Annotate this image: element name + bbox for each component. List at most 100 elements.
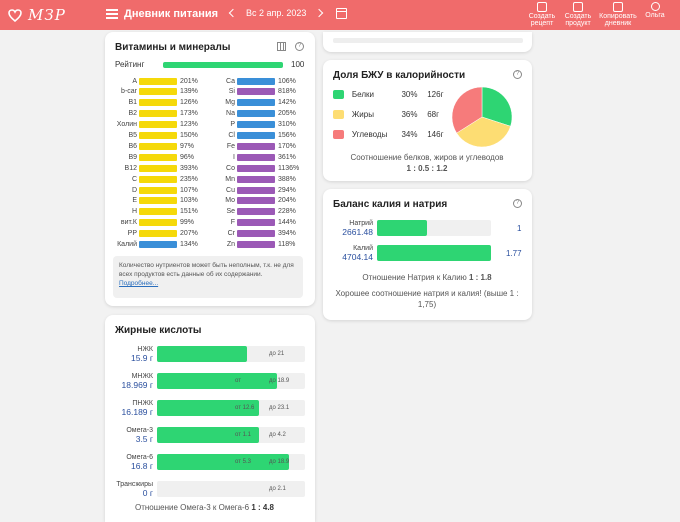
help-icon[interactable]: ? xyxy=(513,70,522,79)
bju-name: Жиры xyxy=(351,110,374,119)
nutrient-row: Fe 170% xyxy=(209,141,299,151)
bju-grams: 126г xyxy=(427,90,444,99)
nutrient-row: Zn 118% xyxy=(209,240,299,250)
nutrient-percent: 394% xyxy=(278,230,296,238)
balance-amount: 4704.14 xyxy=(342,252,373,262)
fatty-acid-label: Омега-3 3.5 г xyxy=(109,426,153,445)
nutrient-percent: 388% xyxy=(278,175,296,183)
fatty-acid-track xyxy=(157,481,305,497)
help-icon[interactable]: ? xyxy=(295,42,304,51)
note-more-link[interactable]: Подробнее... xyxy=(119,280,159,287)
chevron-left-icon[interactable] xyxy=(228,8,238,18)
nutrient-bar xyxy=(237,164,275,172)
nutrient-bar xyxy=(237,197,275,205)
create-product-button[interactable]: Создать продукт xyxy=(560,1,596,27)
omega-ratio-text: Отношение Омега-3 к Омега-6 xyxy=(135,503,250,512)
bju-name: Углеводы xyxy=(351,130,388,139)
rating-label: Рейтинг xyxy=(115,60,145,69)
nutrient-bar xyxy=(237,186,275,194)
fatty-acid-max: до 21 xyxy=(269,351,285,357)
nutrient-percent: 107% xyxy=(180,186,198,194)
nutrient-row: B2 173% xyxy=(111,109,201,119)
nutrient-name: Калий xyxy=(117,241,137,248)
nutrient-percent: 204% xyxy=(278,197,296,205)
nutrient-bar xyxy=(139,241,177,248)
nutrient-percent: 123% xyxy=(180,121,198,129)
fatty-acids-card: Жирные кислоты НЖК 15.9 г до 21 МНЖК 18.969 … xyxy=(105,315,315,522)
nutrient-percent: 103% xyxy=(180,197,198,205)
nutrient-bar xyxy=(139,99,177,107)
table-view-icon[interactable] xyxy=(277,42,286,51)
nutrient-percent: 207% xyxy=(180,230,198,238)
nutrient-bar xyxy=(237,241,275,248)
nutrient-name: Se xyxy=(226,208,235,216)
nutrient-row: вит.К 99% xyxy=(111,218,201,228)
logo-text: МЗР xyxy=(28,6,66,24)
fatty-acid-label: НЖК 15.9 г xyxy=(109,345,153,364)
fatty-acid-max: до 2.1 xyxy=(269,486,286,492)
nutrient-name: B5 xyxy=(128,132,137,139)
fatty-acid-name: МНЖК xyxy=(131,373,153,380)
nutrient-row: B12 393% xyxy=(111,163,201,173)
nutrient-percent: 150% xyxy=(180,132,198,139)
bju-swatch xyxy=(333,90,344,99)
nutrient-name: I xyxy=(233,153,235,161)
nutrient-name: B6 xyxy=(128,142,137,150)
toolbar-actions: Создать рецепт Создать продукт Копироват… xyxy=(524,1,670,27)
balance-amount: 2661.48 xyxy=(342,227,373,237)
fatty-acid-max: до 23.1 xyxy=(269,405,290,411)
copy-diary-button[interactable]: Копировать дневник xyxy=(596,1,640,27)
fatty-acid-min: от 12.6 xyxy=(235,405,255,411)
nutrient-percent: 97% xyxy=(180,142,195,150)
bju-swatch xyxy=(333,130,344,139)
bju-ratio: Соотношение белков, жиров и углеводов 1 … xyxy=(327,152,527,174)
rating-row: Рейтинг 100 xyxy=(115,60,305,69)
create-product-label-1: Создать xyxy=(564,13,592,20)
nutrient-percent: 118% xyxy=(278,241,296,248)
help-icon[interactable]: ? xyxy=(513,199,522,208)
nutrient-bar xyxy=(237,88,275,96)
fatty-acid-fill xyxy=(157,454,289,470)
nutrient-bar xyxy=(237,153,275,161)
omega-ratio-value: 1 : 4.8 xyxy=(251,503,274,512)
fatty-acid-label: МНЖК 18.969 г xyxy=(109,372,153,391)
fatty-acid-min: от 5.3 xyxy=(235,459,251,465)
nutrient-row: Mg 142% xyxy=(209,98,299,108)
current-date[interactable]: Вс 2 апр. 2023 xyxy=(246,8,307,18)
create-recipe-button[interactable]: Создать рецепт xyxy=(524,1,560,27)
nutrient-name: D xyxy=(131,186,137,194)
rating-bar xyxy=(163,61,283,68)
nutrient-name: E xyxy=(132,197,137,205)
nutrient-percent: 294% xyxy=(278,186,296,194)
logo[interactable]: МЗР xyxy=(8,6,66,24)
menu-button[interactable]: Дневник питания xyxy=(106,8,218,20)
nutrient-name: C xyxy=(131,175,137,183)
nutrient-percent: 393% xyxy=(180,164,198,172)
stub-line xyxy=(333,38,523,43)
pie-slice-1 xyxy=(456,116,511,148)
product-icon xyxy=(573,2,583,12)
nutrient-bar xyxy=(139,197,177,205)
nutrient-row: H 151% xyxy=(111,207,201,217)
fatty-acid-name: ПНЖК xyxy=(132,400,153,407)
fatty-acid-amount: 0 г xyxy=(142,488,153,498)
nutrient-name: P xyxy=(230,121,235,129)
nutrient-name: B12 xyxy=(124,164,137,172)
fatty-acid-max: до 18.9 xyxy=(269,459,290,465)
calendar-icon[interactable] xyxy=(336,8,347,19)
nutrient-row: Na 205% xyxy=(209,109,299,119)
previous-card-bottom xyxy=(323,32,532,52)
vitamins-card: Витамины и минералы ? Рейтинг 100 A 201% b… xyxy=(105,32,315,306)
nutrient-percent: 134% xyxy=(180,241,198,248)
fatty-acid-name: НЖК xyxy=(137,346,153,353)
nutrient-bar xyxy=(139,132,177,139)
nutrient-bar xyxy=(139,110,177,118)
chevron-right-icon[interactable] xyxy=(315,8,324,18)
balance-ratio-text: Отношение Натрия к Калию xyxy=(362,273,467,282)
bju-legend-row: Углеводы 34% 146г xyxy=(333,130,451,139)
fatty-acid-name: Трансжиры xyxy=(116,481,153,488)
nutrient-bar xyxy=(237,142,275,150)
user-menu-button[interactable]: Ольга xyxy=(640,1,670,27)
fatty-acid-max: до 18.9 xyxy=(269,378,290,384)
nutrient-percent: 99% xyxy=(180,219,195,227)
